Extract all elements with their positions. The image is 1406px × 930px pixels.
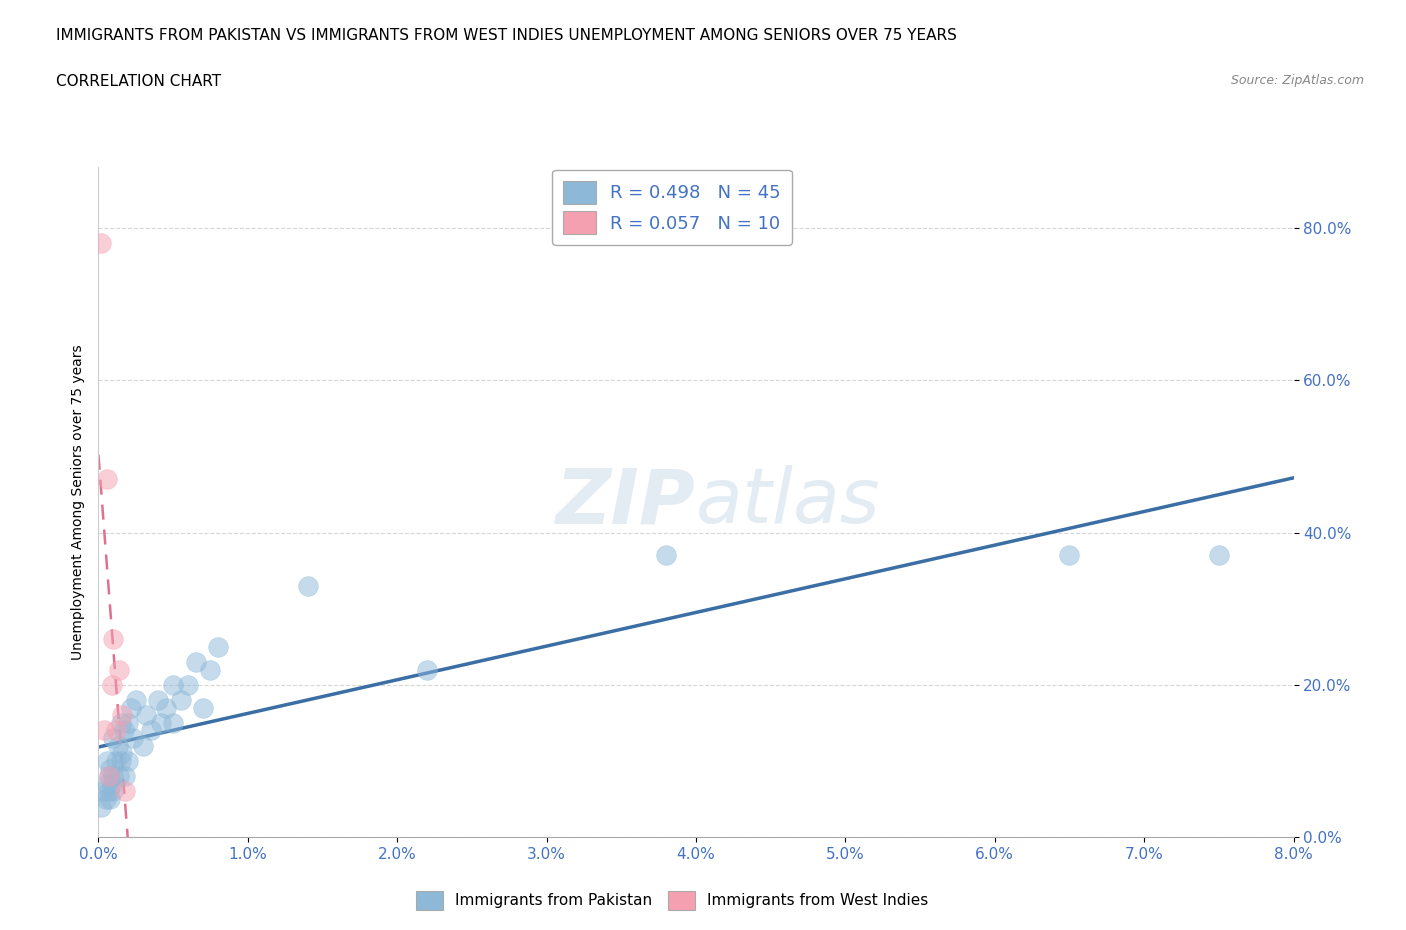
Point [207, 639, 229, 654]
Point [107, 738, 129, 753]
Point [96, 753, 118, 768]
Point [139, 723, 162, 737]
Point [103, 769, 125, 784]
Point [96, 777, 118, 791]
Point [90, 799, 112, 814]
Text: atlas: atlas [696, 465, 880, 539]
Point [120, 700, 142, 715]
Point [177, 677, 200, 692]
Point [105, 753, 128, 768]
Point [121, 731, 143, 746]
Point [90, 236, 112, 251]
Point [162, 677, 184, 692]
Point [103, 731, 125, 746]
Text: IMMIGRANTS FROM PAKISTAN VS IMMIGRANTS FROM WEST INDIES UNEMPLOYMENT AMONG SENIO: IMMIGRANTS FROM PAKISTAN VS IMMIGRANTS F… [56, 28, 957, 43]
Point [114, 769, 136, 784]
Point [96, 472, 118, 486]
Point [155, 700, 177, 715]
Point [162, 715, 184, 730]
Point [108, 662, 131, 677]
Point [108, 769, 131, 784]
Point [117, 715, 139, 730]
Point [125, 693, 148, 708]
Point [103, 784, 125, 799]
Point [191, 700, 214, 715]
Point [98, 761, 122, 776]
Legend: Immigrants from Pakistan, Immigrants from West Indies: Immigrants from Pakistan, Immigrants fro… [409, 884, 935, 916]
Point [1059, 548, 1081, 563]
Point [97, 784, 120, 799]
Point [132, 738, 155, 753]
Point [297, 578, 319, 593]
Point [98, 791, 122, 806]
Point [1208, 548, 1230, 563]
Text: CORRELATION CHART: CORRELATION CHART [56, 74, 221, 89]
Point [97, 769, 120, 784]
Point [105, 723, 128, 737]
Point [101, 777, 124, 791]
Point [101, 677, 124, 692]
Point [91, 784, 114, 799]
Text: ZIP: ZIP [557, 465, 696, 539]
Point [655, 548, 678, 563]
Text: Source: ZipAtlas.com: Source: ZipAtlas.com [1230, 74, 1364, 87]
Point [111, 708, 134, 723]
Point [200, 662, 222, 677]
Point [169, 693, 191, 708]
Point [111, 746, 134, 761]
Point [114, 784, 136, 799]
Point [93, 723, 115, 737]
Point [110, 753, 132, 768]
Point [150, 715, 173, 730]
Point [135, 708, 157, 723]
Point [148, 693, 170, 708]
Y-axis label: Unemployment Among Seniors over 75 years: Unemployment Among Seniors over 75 years [70, 344, 84, 660]
Point [103, 631, 125, 646]
Point [184, 655, 207, 670]
Point [97, 769, 120, 784]
Point [416, 662, 439, 677]
Point [110, 715, 132, 730]
Point [94, 791, 117, 806]
Point [112, 723, 135, 737]
Point [117, 753, 139, 768]
